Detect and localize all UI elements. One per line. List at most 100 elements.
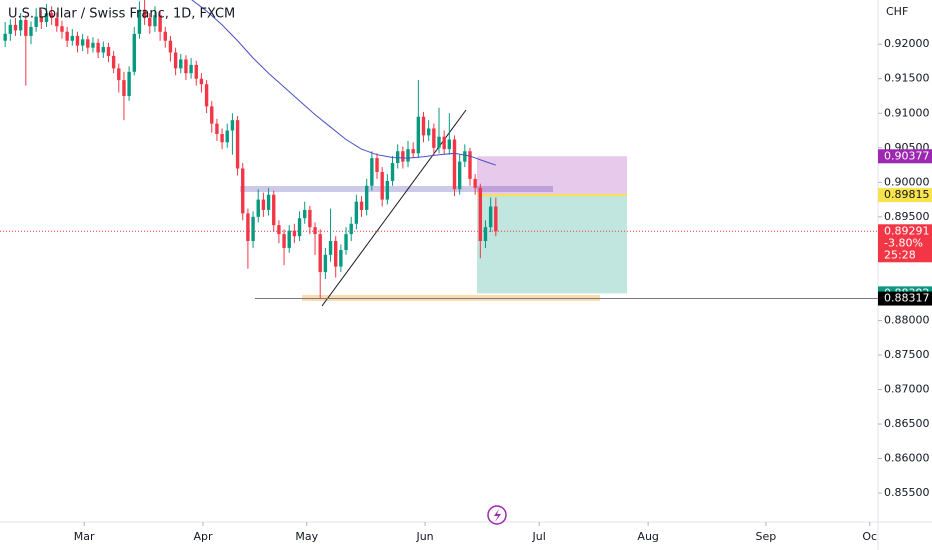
candle-body — [111, 55, 116, 69]
candle-body — [49, 13, 54, 18]
candle-body — [364, 185, 369, 210]
candle-body — [55, 17, 59, 27]
y-tick-label: 0.88000 — [884, 313, 930, 326]
candle-body — [468, 151, 472, 179]
candle-body — [220, 133, 224, 143]
x-tick-label: Sep — [756, 530, 777, 543]
candle-body — [442, 136, 446, 150]
candle-body — [349, 223, 353, 235]
candle-body — [225, 130, 229, 143]
x-tick-label: Jul — [532, 530, 546, 543]
candle-body — [194, 64, 198, 79]
candle-body — [86, 39, 90, 48]
candle-body — [411, 149, 415, 154]
candle-body — [189, 64, 193, 74]
candle-body — [432, 128, 436, 148]
candle-body — [184, 59, 188, 74]
candle-body — [390, 162, 395, 181]
candle-body — [251, 216, 255, 242]
candle-body — [287, 230, 291, 248]
candle-body — [199, 78, 204, 85]
candle-body — [168, 40, 173, 53]
candle-body — [210, 106, 214, 124]
candle-body — [60, 26, 64, 32]
candle-body — [416, 116, 421, 154]
candle-body — [235, 120, 240, 169]
candle-body — [18, 20, 23, 31]
x-tick-label: Mar — [74, 530, 95, 543]
candle-body — [163, 31, 167, 41]
y-tick-label: 0.87000 — [884, 383, 930, 396]
candle-body — [266, 194, 271, 210]
x-tick-label: Oc — [862, 530, 877, 543]
candle-body — [395, 151, 400, 163]
candle-body — [179, 59, 183, 69]
candle-body — [380, 171, 384, 200]
candle-body — [370, 158, 374, 186]
candle-body — [70, 35, 75, 41]
candle-body — [96, 42, 100, 53]
candle-body — [215, 123, 219, 134]
candle-body — [29, 26, 33, 36]
candle-body — [137, 9, 142, 34]
price-label: 0.88317 — [884, 292, 930, 305]
candle-body — [313, 227, 317, 235]
target-zone — [477, 195, 627, 294]
candle-body — [354, 201, 359, 224]
candle-body — [401, 151, 405, 162]
candle-body — [261, 199, 266, 210]
y-tick-label: 0.91500 — [884, 72, 930, 85]
candle-body — [106, 46, 111, 56]
candle-body — [308, 209, 312, 228]
candle-body — [463, 151, 467, 162]
price-label-bg — [878, 149, 932, 164]
candle-body — [297, 218, 302, 237]
stop-zone — [477, 156, 627, 196]
y-tick-label: 0.85500 — [884, 486, 930, 499]
candle-body — [34, 16, 38, 27]
x-tick-label: Jun — [415, 530, 433, 543]
candle-body — [272, 194, 276, 226]
last-price-bg — [878, 224, 932, 263]
candle-body — [153, 15, 157, 27]
candle-body — [13, 24, 18, 31]
price-change: -3.80% — [884, 236, 923, 249]
candle-body — [488, 206, 493, 228]
candle-body — [127, 71, 131, 96]
candle-body — [483, 227, 488, 242]
price-label-bg — [878, 188, 932, 203]
trend-line — [321, 109, 467, 307]
y-tick-label: 0.86000 — [884, 452, 930, 465]
support-zone — [302, 295, 600, 301]
x-tick-label: Aug — [637, 530, 658, 543]
candle-body — [132, 33, 136, 72]
candle-body — [437, 136, 441, 148]
candle-body — [421, 116, 426, 136]
candle-body — [148, 17, 152, 27]
replay-button[interactable] — [487, 505, 507, 525]
candle-body — [473, 178, 477, 188]
y-tick-label: 0.87500 — [884, 348, 930, 361]
candle-body — [65, 31, 69, 41]
currency: CHF — [886, 5, 908, 18]
candle-body — [204, 84, 209, 107]
candle-body — [44, 13, 49, 23]
candle-body — [344, 234, 348, 250]
candle-body — [142, 9, 147, 18]
candle-body — [452, 139, 457, 190]
candle-body — [39, 16, 44, 23]
candle-body — [8, 24, 13, 34]
candle-body — [246, 213, 250, 242]
chart-title: U.S. Dollar / Swiss Franc, 1D, FXCM — [8, 7, 235, 22]
lightning-icon — [494, 509, 501, 522]
candle-body — [334, 241, 338, 267]
y-tick-label: 0.91000 — [884, 106, 930, 119]
candle-body — [318, 234, 322, 273]
candle-body — [256, 199, 260, 217]
price-label: 0.89815 — [884, 188, 930, 201]
candle-body — [457, 161, 462, 190]
x-tick-label: Apr — [193, 530, 213, 543]
bar-countdown: 25:28 — [884, 248, 916, 261]
candle-body — [426, 128, 431, 136]
